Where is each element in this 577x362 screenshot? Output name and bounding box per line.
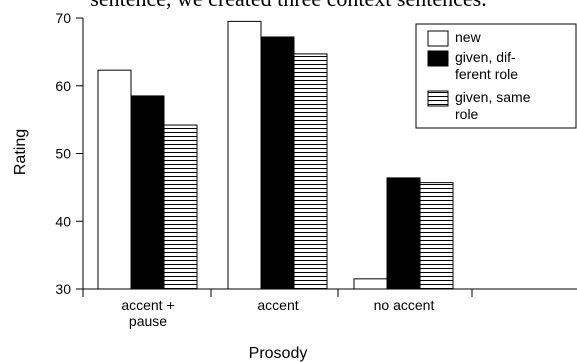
header-text-snippet: sentence, we created three context sente… [0,0,577,12]
y-tick-label-3: 60 [55,78,71,94]
bar-1-0 [227,20,262,290]
bar-0-2 [163,124,198,290]
x-tick-label-2: no accent [374,297,435,313]
legend: new given, dif-ferent role given, same role [415,23,577,129]
legend-swatch-1 [427,50,449,67]
bars-layer [97,20,454,290]
bar-2-0 [353,278,388,290]
bar-1-1 [260,36,295,290]
axes-layer: 30 40 50 60 70 accent + pause accent no accent Pr… [12,10,577,362]
x-axis-label: Prosody [249,345,308,362]
y-tick-label-4: 70 [55,10,71,26]
x-tick-label-1: accent [257,297,298,313]
bar-1-2 [293,53,328,290]
legend-swatch-0 [427,30,449,47]
bar-2-2 [419,182,454,290]
y-tick-label-1: 40 [55,213,71,229]
legend-label-2: given, same role [455,89,531,122]
legend-swatch-2 [427,90,449,107]
bar-0-1 [130,95,165,290]
x-tick-label-0: accent + pause [121,297,174,329]
legend-label-1: given, dif-ferent role [455,49,518,82]
bar-0-0 [97,69,132,290]
bar-2-1 [386,177,421,290]
y-tick-label-0: 30 [55,281,71,297]
legend-label-0: new [455,29,482,45]
y-tick-label-2: 50 [55,146,71,162]
y-axis-label: Rating [12,129,29,175]
